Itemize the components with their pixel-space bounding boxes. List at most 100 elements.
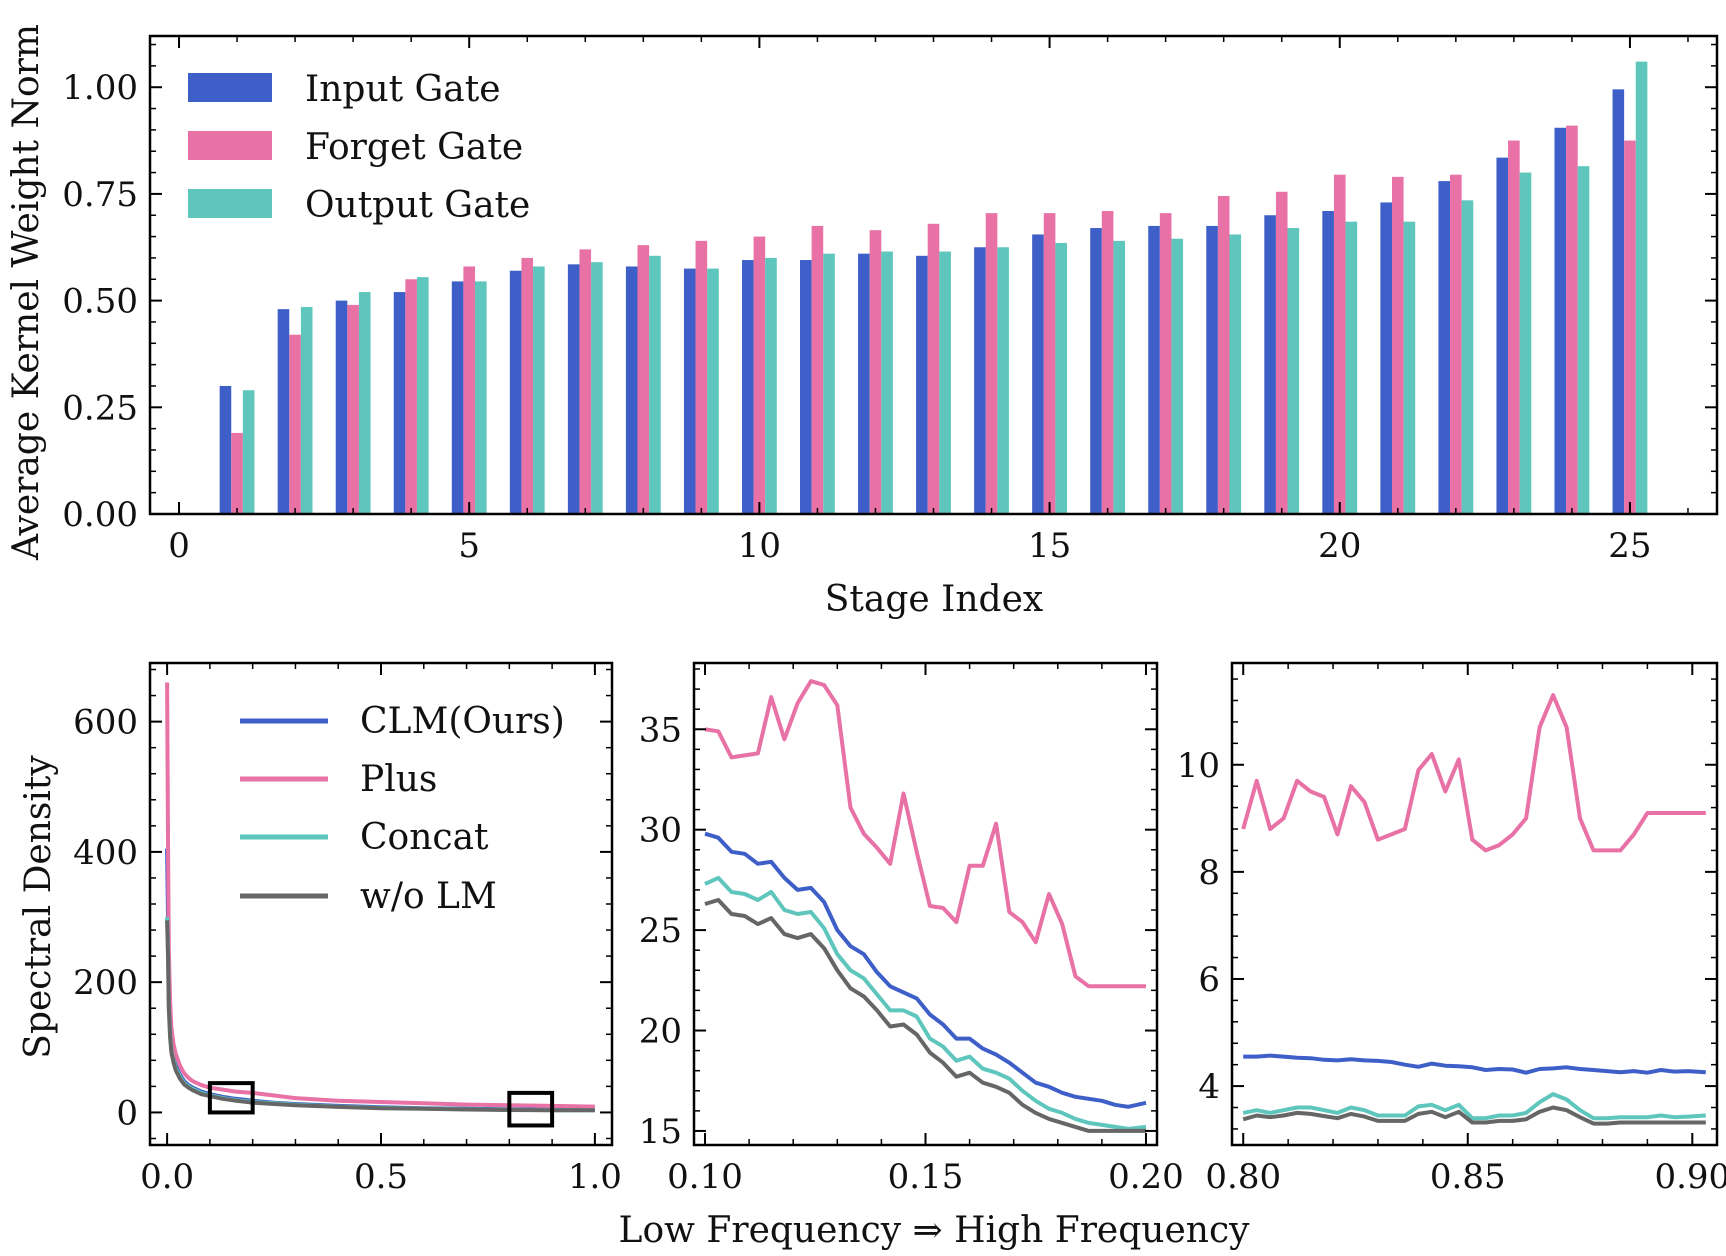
bar-output-gate-stage-16	[1113, 240, 1126, 514]
y-tick-label: 200	[73, 963, 138, 1003]
bar-input-gate-stage-2	[277, 309, 290, 514]
y-tick-label: 0	[116, 1093, 138, 1133]
bar-forget-gate-stage-5	[463, 266, 476, 514]
x-tick-label: 0.90	[1654, 1157, 1726, 1197]
bar-forget-gate-stage-8	[637, 245, 650, 514]
line-clm-ours	[704, 831, 1147, 1109]
bar-input-gate-stage-4	[393, 292, 406, 514]
bar-output-gate-stage-22	[1461, 200, 1474, 514]
x-tick-label: 0.10	[667, 1157, 743, 1197]
bar-forget-gate-stage-9	[695, 240, 708, 514]
spectral-zoom-low-plot-area	[704, 679, 1147, 1133]
bar-forget-gate-stage-15	[1043, 213, 1056, 514]
y-tick-label: 0.25	[62, 388, 138, 428]
spectral-full-x-tick-labels: 0.0 0.5 1.0	[140, 1157, 622, 1197]
y-tick-label: 8	[1198, 853, 1220, 893]
zoom-box-1	[207, 1081, 255, 1115]
bar-input-gate-stage-9	[683, 268, 696, 514]
bar-forget-gate-stage-6	[521, 257, 534, 514]
x-tick-label: 25	[1608, 526, 1651, 566]
bar-forget-gate-stage-22	[1450, 174, 1462, 514]
bar-input-gate-stage-18	[1206, 225, 1218, 514]
bar-output-gate-stage-20	[1345, 221, 1358, 514]
bar-output-gate-stage-6	[533, 266, 545, 514]
bar-forget-gate-stage-12	[869, 230, 882, 514]
spectral-zoom-high-axes-frame	[1230, 661, 1719, 1147]
legend-label-wo-lm: w/o LM	[360, 876, 497, 917]
spectral-zoom-low-y-tick-labels: 15 20 25 30 35	[639, 710, 682, 1152]
bar-forget-gate-stage-16	[1101, 210, 1114, 514]
line-plus	[1241, 693, 1706, 853]
bar-forget-gate-stage-3	[347, 304, 359, 514]
x-tick-label: 0.20	[1108, 1157, 1184, 1197]
spectral-zoom-high-x-tick-labels: 0.80 0.85 0.90	[1205, 1157, 1726, 1197]
spectral-full-axis-ticks	[150, 663, 612, 1145]
spectral-full-y-tick-labels: 0 200 400 600	[73, 703, 138, 1134]
bar-output-gate-stage-10	[765, 257, 777, 514]
bar-input-gate-stage-19	[1264, 215, 1276, 514]
y-tick-label: 35	[639, 710, 682, 750]
bar-output-gate-stage-5	[475, 281, 487, 514]
line-plus	[704, 679, 1146, 989]
bar-forget-gate-stage-13	[927, 223, 940, 515]
bar-output-gate-stage-21	[1403, 221, 1416, 514]
bar-input-gate-stage-11	[800, 260, 812, 514]
spectral-full-plot-area	[165, 682, 595, 1128]
legend-label-input-gate: Input Gate	[305, 69, 501, 110]
y-tick-label: 600	[73, 703, 138, 743]
bar-output-gate-stage-13	[939, 251, 951, 514]
bar-input-gate-stage-12	[858, 253, 870, 515]
bar-input-gate-stage-6	[509, 270, 522, 514]
spectral-zoom-high-plot-area	[1241, 693, 1706, 1126]
bar-input-gate-stage-1	[219, 385, 232, 514]
bar-output-gate-stage-18	[1229, 234, 1242, 514]
bar-output-gate-stage-25	[1635, 61, 1648, 514]
x-tick-label: 20	[1318, 526, 1361, 566]
bar-output-gate-stage-2	[300, 307, 313, 514]
legend-swatch-forget-gate	[188, 131, 272, 160]
bar-input-gate-stage-15	[1032, 234, 1044, 514]
bar-output-gate-stage-15	[1055, 242, 1067, 514]
x-tick-label: 0.85	[1430, 1157, 1506, 1197]
top-legend: Input Gate Forget Gate Output Gate	[188, 69, 530, 226]
legend-label-plus: Plus	[360, 759, 437, 800]
bar-forget-gate-stage-24	[1566, 125, 1578, 514]
y-tick-label: 20	[639, 1012, 682, 1052]
y-tick-label: 4	[1198, 1067, 1220, 1107]
y-tick-label: 6	[1198, 960, 1220, 1000]
legend-label-clm: CLM(Ours)	[360, 701, 565, 742]
bar-input-gate-stage-25	[1612, 89, 1625, 515]
bar-forget-gate-stage-23	[1508, 140, 1520, 514]
bar-input-gate-stage-7	[567, 264, 580, 514]
y-tick-label: 30	[639, 811, 682, 851]
bar-output-gate-stage-17	[1171, 238, 1184, 515]
bar-output-gate-stage-4	[416, 277, 429, 514]
bar-input-gate-stage-23	[1496, 157, 1509, 515]
x-tick-label: 1.0	[568, 1157, 622, 1197]
bar-output-gate-stage-3	[358, 292, 371, 514]
bar-input-gate-stage-13	[916, 255, 928, 514]
bar-forget-gate-stage-7	[579, 249, 592, 514]
bar-forget-gate-stage-20	[1333, 174, 1346, 514]
bar-input-gate-stage-10	[741, 260, 754, 514]
bar-input-gate-stage-22	[1438, 181, 1451, 514]
x-tick-label: 15	[1028, 526, 1071, 566]
bar-output-gate-stage-23	[1519, 172, 1532, 515]
bar-output-gate-stage-7	[591, 262, 603, 514]
zoom-box-2	[507, 1090, 555, 1128]
bar-input-gate-stage-5	[451, 281, 464, 514]
top-x-axis-title: Stage Index	[825, 579, 1043, 620]
legend-label-concat: Concat	[360, 817, 489, 858]
bar-output-gate-stage-11	[823, 253, 835, 515]
bar-output-gate-stage-12	[881, 251, 893, 514]
bar-input-gate-stage-17	[1148, 225, 1160, 514]
x-tick-label: 5	[458, 526, 480, 566]
bar-forget-gate-stage-4	[405, 279, 417, 514]
spectral-zoom-high-panel: 4 6 8 10 0.80 0.85 0.90	[1177, 661, 1726, 1197]
bar-forget-gate-stage-14	[985, 213, 998, 514]
y-tick-label: 15	[639, 1112, 682, 1152]
bar-output-gate-stage-8	[649, 255, 661, 514]
spectral-zoom-low-x-tick-labels: 0.10 0.15 0.20	[667, 1157, 1184, 1197]
bar-forget-gate-stage-2	[289, 334, 301, 514]
